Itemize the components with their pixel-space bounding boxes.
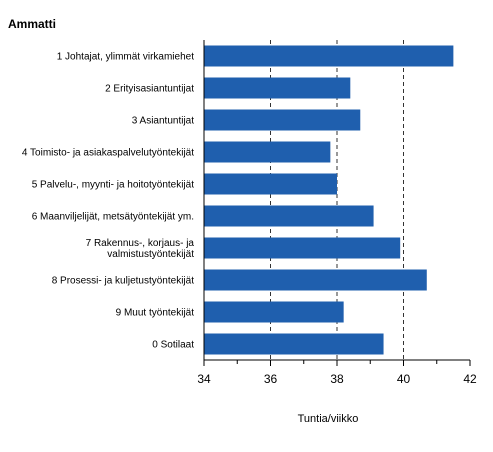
- category-label: 8 Prosessi- ja kuljetustyöntekijät: [52, 276, 195, 287]
- x-ticks: 34 36 38 40 42: [197, 360, 477, 386]
- category-label: 0 Sotilaat: [152, 340, 194, 351]
- category-label: 4 Toimisto- ja asiakaspalvelutyöntekijät: [22, 148, 194, 159]
- bars: [204, 45, 454, 355]
- x-axis-label: Tuntia/viikko: [298, 413, 359, 425]
- category-label: 9 Muut työntekijät: [116, 308, 195, 319]
- category-labels: 1 Johtajat, ylimmät virkamiehet 2 Erityis…: [22, 52, 195, 351]
- bar: [204, 45, 454, 67]
- bar: [204, 237, 401, 259]
- category-label: 7 Rakennus-, korjaus- ja: [86, 238, 195, 249]
- category-label: valmistustyöntekijät: [107, 249, 194, 260]
- bar: [204, 333, 384, 355]
- bar: [204, 77, 351, 99]
- category-label: 3 Asiantuntijat: [132, 116, 194, 127]
- bar: [204, 205, 374, 227]
- bar: [204, 141, 331, 163]
- category-label: 6 Maanviljelijät, metsätyöntekijät ym.: [32, 212, 194, 223]
- x-tick-label: 34: [197, 372, 211, 386]
- x-tick-label: 42: [463, 372, 477, 386]
- bar: [204, 109, 361, 131]
- category-label: 1 Johtajat, ylimmät virkamiehet: [57, 52, 194, 63]
- chart-title: Ammatti: [8, 17, 56, 31]
- x-tick-label: 38: [330, 372, 344, 386]
- category-label: 5 Palvelu-, myynti- ja hoitotyöntekijät: [32, 180, 195, 191]
- x-tick-label: 36: [264, 372, 278, 386]
- bar: [204, 301, 344, 323]
- bar: [204, 173, 337, 195]
- x-tick-label: 40: [397, 372, 411, 386]
- bar: [204, 269, 427, 291]
- category-label: 2 Erityisasiantuntijat: [105, 84, 194, 95]
